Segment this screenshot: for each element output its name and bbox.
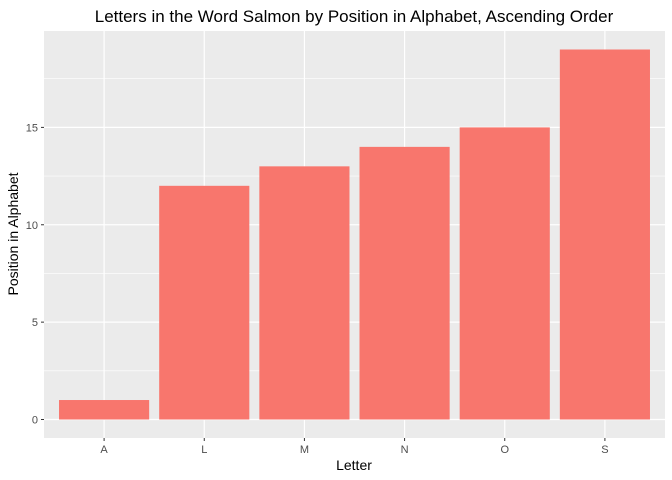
bar-o xyxy=(459,127,550,420)
x-axis-title: Letter xyxy=(336,457,372,473)
bars xyxy=(59,49,650,420)
bar-m xyxy=(259,166,350,420)
y-tick-label: 5 xyxy=(32,317,38,329)
x-tick-label: S xyxy=(601,444,608,456)
bar-l xyxy=(159,185,250,420)
y-axis: 0 5 10 15 xyxy=(26,122,44,427)
y-tick-label: 15 xyxy=(26,122,38,134)
bar-a xyxy=(59,400,150,420)
x-tick-label: O xyxy=(500,444,509,456)
chart-title: Letters in the Word Salmon by Position i… xyxy=(95,7,614,26)
x-tick-label: A xyxy=(100,444,108,456)
bar-s xyxy=(559,49,650,420)
x-tick-label: L xyxy=(201,444,207,456)
y-tick-label: 0 xyxy=(32,415,38,427)
x-tick-label: N xyxy=(401,444,409,456)
y-axis-title: Position in Alphabet xyxy=(5,172,21,295)
y-tick-label: 10 xyxy=(26,220,38,232)
x-tick-label: M xyxy=(300,444,309,456)
bar-n xyxy=(359,146,450,420)
